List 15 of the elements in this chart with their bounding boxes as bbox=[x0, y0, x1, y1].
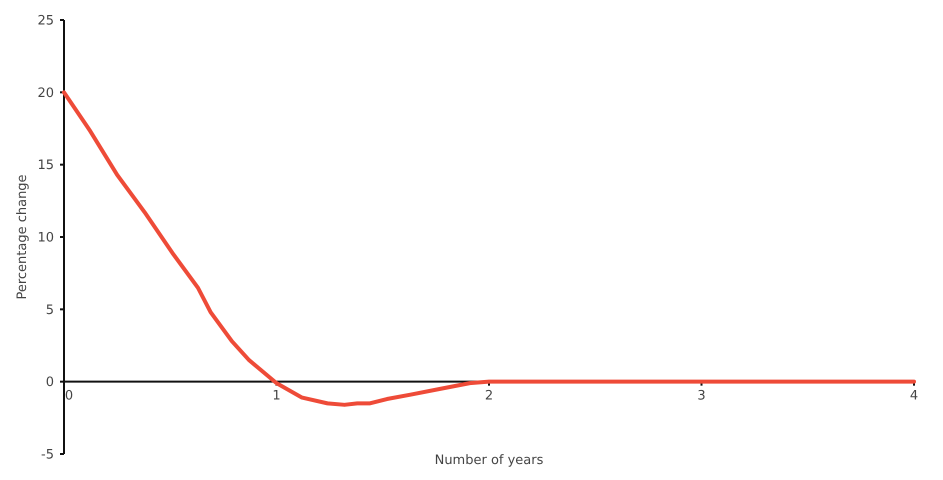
x-tick-label: 2 bbox=[484, 388, 494, 404]
line-series bbox=[62, 90, 916, 407]
x-tick-label: 3 bbox=[697, 388, 706, 404]
y-tick-label: 25 bbox=[37, 14, 54, 29]
x-tick-label: 4 bbox=[910, 388, 918, 404]
x-axis-title: Number of years bbox=[434, 453, 544, 468]
y-tick-label: -5 bbox=[41, 448, 54, 463]
y-axis-title: Percentage change bbox=[15, 174, 30, 300]
y-tick-label: 0 bbox=[46, 375, 54, 390]
y-tick-label: 15 bbox=[37, 158, 54, 174]
y-tick-label: 10 bbox=[37, 230, 54, 246]
x-tick-label: 0 bbox=[64, 388, 74, 404]
y-tick-label: 5 bbox=[46, 302, 54, 318]
x-tick-label: 1 bbox=[272, 388, 281, 404]
y-tick-label: 20 bbox=[37, 86, 54, 101]
